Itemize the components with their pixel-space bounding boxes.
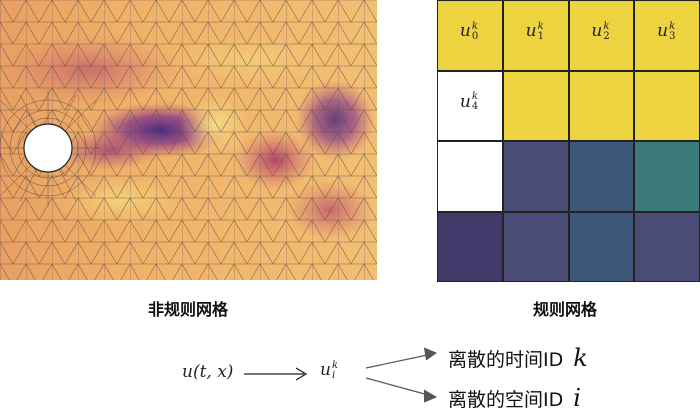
time-id-var: k — [573, 344, 588, 372]
irregular-mesh-image — [0, 0, 377, 280]
grid-cell — [634, 70, 700, 141]
grid-cell — [437, 141, 503, 212]
arrow-right-icon — [244, 367, 308, 381]
function-label: u(t, x) — [182, 362, 234, 382]
grid-cell — [502, 141, 569, 212]
space-id-var: i — [573, 384, 581, 412]
grid-cell — [634, 141, 700, 212]
grid-cell — [437, 0, 503, 71]
grid-cell — [568, 0, 635, 71]
grid-cell — [502, 70, 569, 141]
grid-cell — [437, 211, 503, 282]
discrete-var-base: u — [320, 360, 331, 380]
regular-grid-caption: 规则网格 — [533, 300, 598, 319]
grid-cell — [568, 211, 635, 282]
space-id-text: 离散的空间ID — [448, 389, 564, 411]
discrete-var-sup: k — [331, 359, 339, 371]
grid-cell — [634, 211, 700, 282]
cylinder-obstacle — [23, 123, 73, 173]
time-id-text: 离散的时间ID — [448, 349, 564, 371]
grid-cell — [568, 141, 635, 212]
split-arrows — [365, 347, 438, 403]
grid-cell — [502, 211, 569, 282]
grid-cell — [634, 0, 700, 71]
space-id-label: 离散的空间ID i — [448, 384, 581, 412]
grid-cell — [502, 0, 569, 71]
grid-cell — [568, 70, 635, 141]
time-id-label: 离散的时间ID k — [448, 344, 588, 372]
irregular-mesh-caption: 非规则网格 — [148, 300, 229, 319]
discrete-var-sub: i — [331, 369, 336, 381]
grid-cell — [437, 70, 503, 141]
